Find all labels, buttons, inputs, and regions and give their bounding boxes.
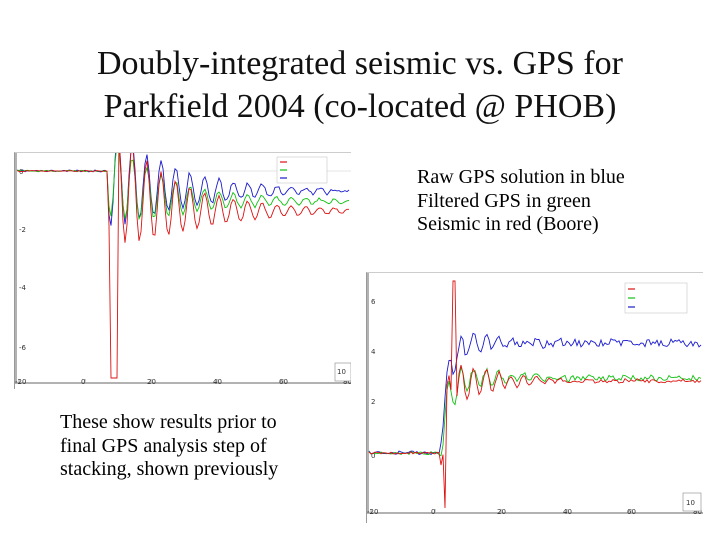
x-tick-label: -20 [15,378,26,386]
y-tick-label: -2 [19,226,26,234]
y-tick-label: 6 [371,298,376,306]
x-tick-label: 0 [431,508,435,516]
x-tick-label: 20 [497,508,506,516]
title-line-1: Doubly-integrated seismic vs. GPS for [97,45,623,82]
plot-a-legend [276,156,328,184]
y-tick-label: 0 [19,168,23,176]
y-tick-label: 0 [371,452,375,460]
plot-east-component: -20 0 20 40 60 80 0 -2 -4 -6 10 [14,152,351,389]
x-tick-label: 20 [147,378,156,386]
note-caption-line-2: final GPS analysis step of [60,434,267,457]
slide-title: Doubly-integrated seismic vs. GPS for Pa… [0,42,720,128]
note-caption: These show results prior to final GPS an… [60,411,278,482]
note-caption-line-1: These show results prior to [60,411,277,433]
plot-a-axes: -20 0 20 40 60 80 0 -2 -4 -6 [15,153,351,386]
legend-caption-line-3: Seismic in red (Boore) [417,213,599,235]
x-tick-label: 80 [693,508,702,516]
x-tick-label: 60 [279,378,288,386]
x-tick-label: 60 [627,508,636,516]
x-tick-label: 40 [213,378,222,386]
legend-caption: Raw GPS solution in blue Filtered GPS in… [417,166,625,237]
x-tick-label: 80 [343,378,351,386]
trace-b-filtered-gps [368,365,702,457]
plot-a-svg: -20 0 20 40 60 80 0 -2 -4 -6 10 [15,153,351,386]
x-tick-label: -20 [367,508,378,516]
x-tick-label: 0 [81,378,85,386]
note-caption-line-3: stacking, shown previously [60,458,279,480]
trace-a-seismic [16,153,349,379]
plot-a-badge-label: 10 [337,368,346,376]
title-line-2: Parkfield 2004 (co-located @ PHOB) [103,88,617,125]
plot-b-badge: 10 [682,492,702,512]
y-tick-label: 2 [371,398,375,406]
y-tick-label: -4 [19,284,27,292]
plot-a-badge: 10 [334,362,351,382]
legend-caption-line-1: Raw GPS solution in blue [417,166,625,188]
plot-b-legend [624,282,688,314]
x-tick-label: 40 [563,508,572,516]
plot-b-badge-label: 10 [686,499,695,507]
y-tick-label: -6 [19,344,27,352]
trace-b-seismic [368,280,702,509]
legend-caption-line-2: Filtered GPS in green [417,189,591,212]
trace-b-raw-gps [368,332,702,456]
y-tick-label: 4 [371,348,376,356]
